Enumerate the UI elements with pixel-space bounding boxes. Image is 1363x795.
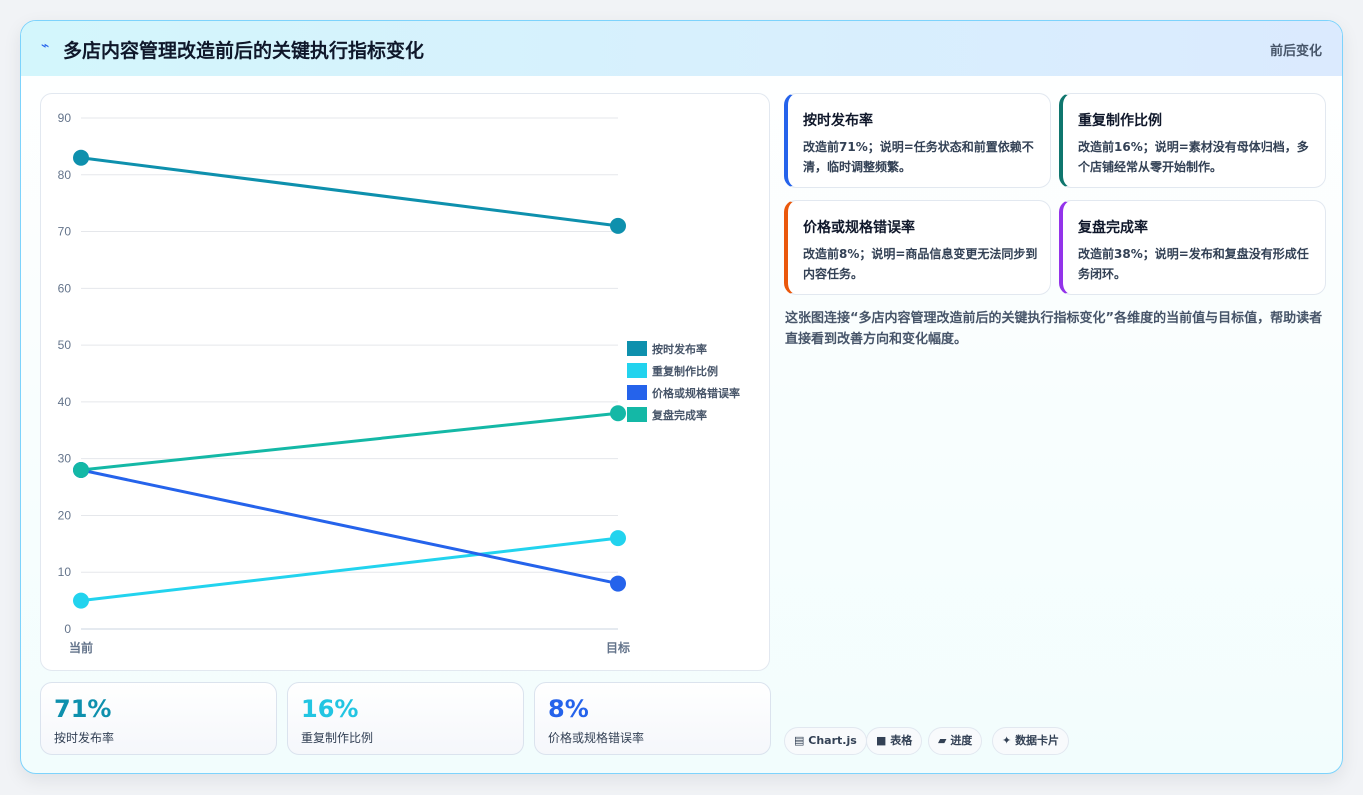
header-bar: ⌁ 多店内容管理改造前后的关键执行指标变化 前后变化 bbox=[21, 21, 1342, 76]
chart-description: 这张图连接“多店内容管理改造前后的关键执行指标变化”各维度的当前值与目标值，帮助… bbox=[785, 311, 1323, 347]
series-line bbox=[80, 536, 619, 603]
chip-data-card[interactable]: ✦ 数据卡片 bbox=[992, 727, 1070, 755]
legend-label: 价格或规格错误率 bbox=[652, 386, 740, 400]
data-point bbox=[73, 592, 89, 609]
info-card-text: 改造前71%；说明=任务状态和前置依赖不清，临时调整频繁。 bbox=[803, 140, 1034, 174]
trend-icon: ⌁ bbox=[41, 38, 50, 54]
chip-label: 表格 bbox=[890, 734, 913, 747]
legend-swatch bbox=[627, 407, 647, 422]
data-point bbox=[73, 149, 89, 166]
data-point bbox=[610, 575, 626, 592]
line-chart: 0 10 20 30 40 50 60 70 80 90 当前 目标 按时发布率重复制作比例价格或规格错… bbox=[58, 111, 740, 655]
info-card-text: 改造前38%；说明=发布和复盘没有形成任务闭环。 bbox=[1078, 247, 1309, 281]
y-tick-label: 60 bbox=[58, 281, 72, 295]
series-line bbox=[80, 156, 619, 228]
chart-panel: 0 10 20 30 40 50 60 70 80 90 当前 目标 按时发布率重复制作比例价格或规格错… bbox=[40, 93, 770, 671]
stat-label: 重复制作比例 bbox=[301, 731, 374, 745]
data-point bbox=[610, 530, 626, 547]
chip-chartjs[interactable]: ▤ Chart.js bbox=[784, 727, 867, 755]
x-tick-label: 当前 bbox=[69, 640, 93, 655]
y-tick-label: 40 bbox=[58, 395, 72, 409]
chart-icon: ▤ bbox=[794, 734, 805, 747]
dashboard-card: ⌁ 多店内容管理改造前后的关键执行指标变化 前后变化 0 10 20 30 40 50 60… bbox=[20, 20, 1343, 774]
chip-label: 进度 bbox=[950, 734, 973, 747]
chip-table[interactable]: ■ 表格 bbox=[866, 727, 923, 755]
y-tick-label: 90 bbox=[58, 111, 72, 125]
y-tick-label: 10 bbox=[58, 565, 72, 579]
header-tag: 前后变化 bbox=[1269, 44, 1322, 59]
data-point bbox=[610, 217, 626, 234]
legend-swatch bbox=[627, 363, 647, 378]
info-card-title: 价格或规格错误率 bbox=[803, 220, 915, 236]
info-card-on-time: 按时发布率 改造前71%；说明=任务状态和前置依赖不清，临时调整频繁。 bbox=[784, 93, 1051, 188]
y-tick-label: 50 bbox=[58, 338, 72, 352]
stat-value: 16% bbox=[301, 695, 359, 723]
y-tick-label: 20 bbox=[58, 508, 72, 522]
chip-label: Chart.js bbox=[808, 734, 857, 747]
legend-label: 复盘完成率 bbox=[651, 408, 707, 422]
info-card-title: 复盘完成率 bbox=[1078, 220, 1148, 236]
progress-icon: ▰ bbox=[938, 734, 947, 747]
legend-swatch bbox=[627, 341, 647, 356]
stat-card-on-time: 71% 按时发布率 bbox=[40, 682, 277, 755]
info-card-duplicate: 重复制作比例 改造前16%；说明=素材没有母体归档，多个店铺经常从零开始制作。 bbox=[1059, 93, 1326, 188]
info-card-text: 改造前16%；说明=素材没有母体归档，多个店铺经常从零开始制作。 bbox=[1078, 140, 1309, 174]
card-icon: ✦ bbox=[1002, 734, 1012, 747]
info-card-text: 改造前8%；说明=商品信息变更无法同步到内容任务。 bbox=[803, 247, 1038, 281]
y-tick-label: 30 bbox=[58, 452, 72, 466]
stat-card-duplicate: 16% 重复制作比例 bbox=[287, 682, 524, 755]
info-card-title: 按时发布率 bbox=[803, 113, 873, 129]
legend-label: 按时发布率 bbox=[652, 342, 707, 356]
series-line bbox=[80, 468, 619, 586]
chip-label: 数据卡片 bbox=[1015, 734, 1060, 747]
legend-label: 重复制作比例 bbox=[652, 364, 718, 378]
table-icon: ■ bbox=[876, 734, 887, 747]
stat-label: 按时发布率 bbox=[54, 731, 115, 745]
series-line bbox=[80, 411, 619, 472]
info-card-review: 复盘完成率 改造前38%；说明=发布和复盘没有形成任务闭环。 bbox=[1059, 200, 1326, 295]
stat-value: 8% bbox=[548, 695, 589, 723]
chip-progress[interactable]: ▰ 进度 bbox=[928, 727, 983, 755]
y-tick-label: 70 bbox=[58, 225, 72, 239]
page-title: 多店内容管理改造前后的关键执行指标变化 bbox=[63, 40, 425, 62]
info-card-error-rate: 价格或规格错误率 改造前8%；说明=商品信息变更无法同步到内容任务。 bbox=[784, 200, 1051, 295]
data-point bbox=[73, 462, 89, 479]
y-tick-label: 80 bbox=[58, 168, 72, 182]
stat-value: 71% bbox=[54, 695, 112, 723]
info-card-title: 重复制作比例 bbox=[1078, 113, 1162, 129]
data-point bbox=[610, 405, 626, 422]
legend-swatch bbox=[627, 385, 647, 400]
stat-label: 价格或规格错误率 bbox=[548, 731, 645, 745]
stat-card-error-rate: 8% 价格或规格错误率 bbox=[534, 682, 771, 755]
x-tick-label: 目标 bbox=[606, 640, 630, 655]
y-tick-label: 0 bbox=[64, 622, 71, 636]
